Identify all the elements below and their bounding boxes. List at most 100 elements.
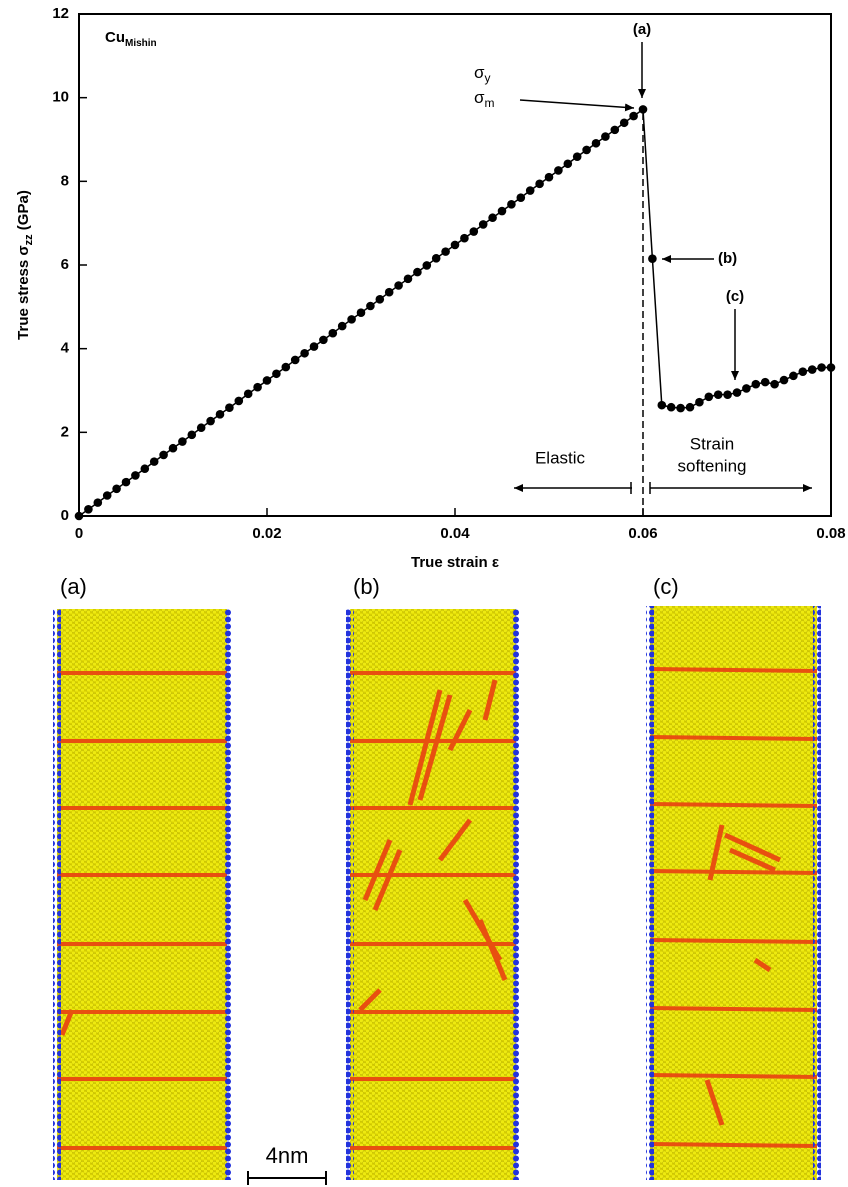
data-point: [760, 377, 770, 387]
data-point: [723, 390, 732, 399]
data-point: [591, 138, 601, 148]
defect: [417, 694, 453, 801]
data-point: [112, 484, 121, 494]
data-point: [394, 281, 403, 290]
data-point: [478, 220, 488, 229]
data-point: [704, 392, 714, 402]
annotation: Elastic: [535, 448, 586, 467]
data-point: [516, 193, 526, 202]
data-point: [648, 254, 657, 264]
annotation: (a): [633, 21, 651, 38]
x-tick-label: 0.04: [440, 525, 470, 542]
data-point: [413, 267, 422, 277]
data-point: [225, 403, 234, 412]
data-point: [319, 335, 328, 345]
twin-boundary: [649, 1142, 818, 1148]
defect: [372, 849, 403, 911]
defect: [358, 988, 382, 1012]
data-point: [450, 240, 460, 250]
data-point: [262, 376, 272, 385]
data-point: [695, 397, 704, 407]
scale-bar-label: 4nm: [266, 1143, 309, 1168]
data-point: [488, 213, 497, 223]
data-point: [572, 152, 582, 161]
data-point: [798, 367, 808, 376]
data-point: [102, 491, 112, 500]
atom-panel: [53, 609, 231, 1180]
atom-panel: [346, 609, 520, 1180]
data-point: [337, 321, 347, 331]
data-point: [441, 247, 450, 256]
data-point: [178, 437, 187, 446]
twin-boundary: [649, 938, 818, 944]
annotation: Strain: [690, 434, 734, 453]
x-axis-label: True strain ε: [411, 554, 499, 571]
defect: [728, 847, 777, 873]
data-point: [243, 389, 253, 399]
data-point: [253, 382, 262, 392]
annotation: (c): [726, 288, 744, 305]
data-line: [78, 107, 831, 517]
data-point: [507, 200, 516, 209]
data-point: [290, 355, 300, 365]
data-point: [356, 308, 366, 317]
defect: [447, 708, 473, 752]
data-point: [676, 403, 685, 413]
defect: [753, 957, 772, 973]
data-point: [638, 105, 648, 114]
data-point: [629, 111, 638, 121]
data-point: [563, 159, 573, 169]
annotation: σy: [474, 63, 491, 85]
annotation: (b): [718, 250, 737, 267]
data-point: [281, 362, 291, 372]
twin-boundary: [649, 869, 818, 875]
data-point: [685, 402, 695, 412]
defect: [723, 832, 782, 863]
panel-label: (a): [60, 574, 87, 599]
data-point: [666, 402, 676, 412]
atom-block: [57, 609, 227, 1180]
data-point: [366, 301, 375, 311]
arrows: [514, 42, 812, 494]
data-point: [469, 227, 479, 236]
data-point: [554, 166, 563, 175]
arrow: [519, 99, 635, 112]
data-point: [234, 396, 244, 406]
data-point: [817, 363, 826, 372]
data-point: [375, 295, 385, 304]
data-point: [74, 511, 84, 521]
data-point: [431, 254, 441, 263]
defect: [407, 689, 443, 806]
data-point: [168, 443, 178, 453]
twin-boundary: [649, 1006, 818, 1012]
data-point: [770, 379, 779, 389]
y-tick-label: 2: [61, 423, 69, 440]
atom-block: [650, 606, 817, 1180]
data-point: [159, 450, 168, 460]
data-point: [713, 390, 723, 399]
atom-panel: [646, 606, 821, 1180]
data-point: [779, 375, 789, 385]
data-point: [121, 477, 131, 487]
surface-atoms: [53, 609, 61, 1180]
y-axis-label: True stress σzz (GPa): [15, 190, 35, 340]
data-point: [789, 371, 798, 381]
surface-atoms: [346, 609, 354, 1180]
data-point: [422, 261, 432, 270]
x-tick-label: 0.08: [816, 525, 845, 542]
data-point: [732, 388, 742, 397]
data-point: [460, 233, 469, 243]
y-tick-label: 4: [61, 340, 70, 357]
data-point: [215, 410, 225, 419]
surface-atoms: [223, 609, 231, 1180]
panel-label: (b): [353, 574, 380, 599]
data-point: [206, 416, 215, 426]
data-point: [657, 400, 667, 410]
annotation: softening: [678, 456, 747, 475]
data-point: [807, 365, 817, 374]
y-tick-label: 0: [61, 507, 69, 524]
y-tick-label: 12: [52, 5, 69, 22]
data-point: [403, 274, 413, 284]
surface-atoms: [646, 606, 654, 1180]
